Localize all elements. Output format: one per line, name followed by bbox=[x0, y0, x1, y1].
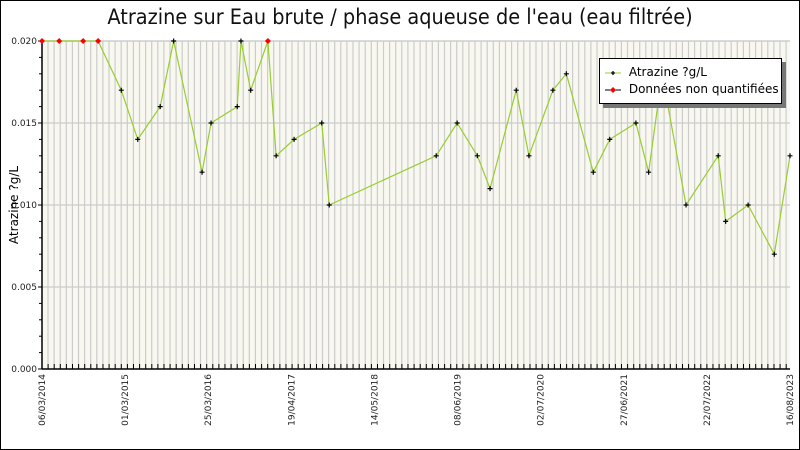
svg-text:27/06/2021: 27/06/2021 bbox=[620, 374, 630, 426]
data-point-marker bbox=[234, 104, 240, 110]
svg-text:16/08/2023: 16/08/2023 bbox=[786, 374, 796, 426]
legend-item-atrazine: Atrazine ?g/L bbox=[605, 65, 707, 79]
svg-text:19/04/2017: 19/04/2017 bbox=[287, 374, 297, 426]
legend-box bbox=[599, 58, 782, 104]
svg-text:01/03/2015: 01/03/2015 bbox=[121, 374, 131, 426]
data-point-marker bbox=[683, 202, 689, 208]
svg-text:08/06/2019: 08/06/2019 bbox=[454, 374, 464, 426]
data-point-marker bbox=[715, 153, 721, 159]
data-point-marker bbox=[474, 153, 480, 159]
legend-label-non-quantified: Données non quantifiées bbox=[628, 82, 779, 96]
svg-text:0.005: 0.005 bbox=[11, 283, 37, 293]
data-point-marker bbox=[248, 87, 254, 93]
svg-text:14/05/2018: 14/05/2018 bbox=[370, 374, 380, 426]
data-point-marker bbox=[646, 169, 652, 175]
data-point-marker bbox=[118, 87, 124, 93]
y-axis: 0.000 0.005 0.010 0.015 0.020 bbox=[11, 37, 43, 375]
chart-title: Atrazine sur Eau brute / phase aqueuse d… bbox=[107, 5, 693, 29]
data-point-marker bbox=[563, 71, 569, 77]
data-point-marker bbox=[454, 120, 460, 126]
data-point-marker bbox=[513, 87, 519, 93]
horizontal-gridlines bbox=[42, 40, 790, 288]
x-axis: 06/03/2014 01/03/2015 25/03/2016 19/04/2017… bbox=[38, 364, 796, 426]
data-point-marker bbox=[326, 202, 332, 208]
data-point-marker bbox=[787, 153, 793, 159]
data-point-marker bbox=[135, 136, 141, 142]
data-point-marker bbox=[157, 104, 163, 110]
data-point-marker bbox=[238, 38, 244, 44]
y-axis-label: Atrazine ?g/L bbox=[7, 166, 21, 244]
data-point-marker bbox=[319, 120, 325, 126]
svg-text:0.010: 0.010 bbox=[11, 201, 37, 211]
data-point-marker bbox=[199, 169, 205, 175]
non-quantified-marker bbox=[39, 38, 45, 44]
data-point-marker bbox=[550, 87, 556, 93]
svg-text:0.000: 0.000 bbox=[11, 365, 37, 375]
legend-item-non-quantified: Données non quantifiées bbox=[605, 82, 779, 96]
svg-text:06/03/2014: 06/03/2014 bbox=[38, 374, 48, 426]
legend-label-atrazine: Atrazine ?g/L bbox=[628, 65, 707, 79]
data-point-marker bbox=[487, 186, 493, 192]
legend-red-marker-icon bbox=[605, 86, 621, 93]
svg-text:25/03/2016: 25/03/2016 bbox=[204, 374, 214, 426]
non-quantified-marker bbox=[95, 38, 102, 44]
legend: Atrazine ?g/L Données non quantifiées bbox=[599, 58, 786, 108]
data-point-marker bbox=[723, 218, 729, 224]
svg-text:22/07/2022: 22/07/2022 bbox=[703, 374, 713, 426]
svg-text:0.015: 0.015 bbox=[11, 119, 37, 129]
svg-text:0.020: 0.020 bbox=[11, 37, 37, 47]
non-quantified-marker bbox=[264, 38, 271, 44]
data-point-marker bbox=[171, 38, 177, 44]
data-point-marker bbox=[745, 202, 751, 208]
data-point-marker bbox=[273, 153, 279, 159]
data-point-marker bbox=[208, 120, 214, 126]
svg-text:02/07/2020: 02/07/2020 bbox=[537, 374, 547, 426]
data-point-marker bbox=[607, 136, 613, 142]
data-point-marker bbox=[771, 251, 777, 257]
data-point-marker bbox=[433, 153, 439, 159]
data-point-marker bbox=[590, 169, 596, 175]
data-point-marker bbox=[633, 120, 639, 126]
data-point-marker bbox=[526, 153, 532, 159]
data-point-marker bbox=[291, 136, 297, 142]
legend-line-marker-icon bbox=[605, 70, 621, 75]
non-quantified-marker bbox=[80, 38, 87, 44]
non-quantified-marker bbox=[56, 38, 63, 44]
